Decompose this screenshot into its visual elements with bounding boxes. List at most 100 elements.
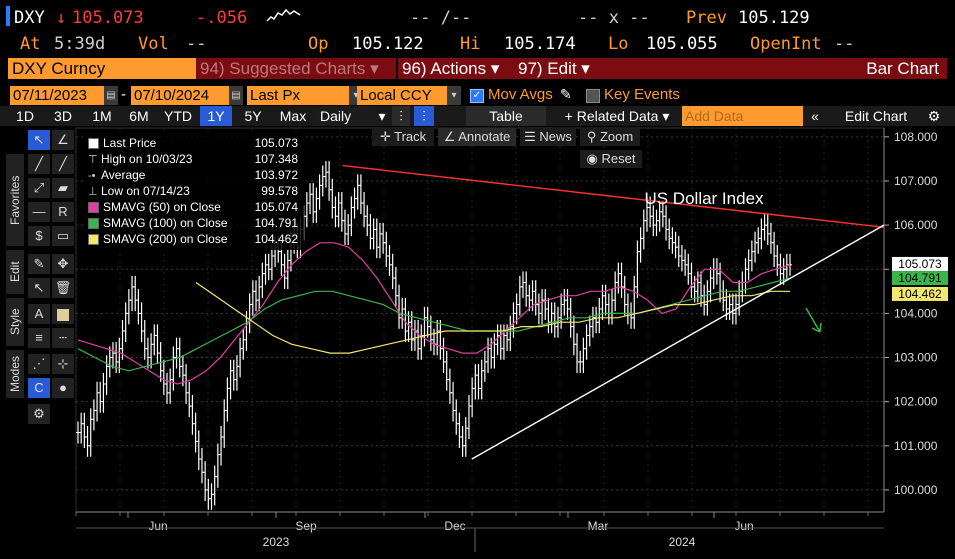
security-field[interactable]: DXY Curncy bbox=[8, 58, 196, 79]
chart-title: US Dollar Index bbox=[644, 189, 764, 208]
delete-tool-icon[interactable]: 🗑 bbox=[52, 278, 74, 298]
legend-marker-icon: -• bbox=[88, 170, 96, 182]
legend-marker-icon bbox=[88, 138, 99, 150]
legend-row[interactable]: -• Average 103.972 bbox=[88, 168, 302, 182]
legend-row[interactable]: SMAVG (200) on Close 104.462 bbox=[88, 232, 302, 246]
favorites-tab[interactable]: Favorites bbox=[6, 154, 24, 246]
period-6m[interactable]: 6M bbox=[129, 108, 149, 124]
pencil-icon[interactable]: ✎ bbox=[560, 86, 572, 102]
end-date-picker-icon[interactable]: ▤ bbox=[229, 86, 243, 105]
dollar-tool-icon[interactable]: $ bbox=[28, 226, 50, 246]
legend-row[interactable]: ⊥ Low on 07/14/23 99.578 bbox=[88, 184, 302, 198]
last-price: 105.073 bbox=[72, 8, 144, 28]
line-width-icon[interactable]: ≡ bbox=[28, 328, 50, 348]
edit-chart-button[interactable]: Edit Chart bbox=[844, 108, 908, 124]
period-1y[interactable]: 1Y bbox=[200, 106, 232, 126]
suggested-charts-button[interactable]: 94) Suggested Charts ▾ bbox=[196, 58, 396, 79]
annotate-button[interactable]: ∠ Annotate bbox=[438, 128, 516, 146]
zoom-icon: ⚲ bbox=[586, 129, 600, 144]
pen-icon[interactable]: ∠ bbox=[52, 130, 74, 150]
bar-style-icon[interactable]: ⫶ bbox=[392, 106, 410, 126]
legend-marker-icon bbox=[88, 202, 99, 214]
zoom-button[interactable]: ⚲ Zoom bbox=[580, 128, 640, 146]
key-events-checkbox[interactable] bbox=[586, 89, 600, 103]
edit-tab[interactable]: Edit bbox=[6, 250, 24, 294]
mov-avgs-checkbox[interactable]: ✓ bbox=[470, 89, 484, 103]
legend-row[interactable]: SMAVG (50) on Close 105.074 bbox=[88, 200, 302, 214]
legend-label: SMAVG (50) on Close bbox=[103, 200, 221, 214]
vol-value: -- bbox=[186, 34, 207, 54]
y-tick-label: 107.000 bbox=[894, 174, 938, 188]
chart-legend: Last Price 105.073 ⊤ High on 10/03/23 107.34… bbox=[84, 134, 304, 250]
select-tool-icon[interactable]: ↖ bbox=[28, 278, 50, 298]
support-trendline bbox=[471, 224, 885, 460]
edit-button[interactable]: 97) Edit ▾ bbox=[514, 58, 600, 79]
crosshair-tool-icon[interactable]: ⊹ bbox=[52, 354, 74, 374]
legend-row[interactable]: SMAVG (100) on Close 104.791 bbox=[88, 216, 302, 230]
ohlc-style-icon[interactable]: ⫶ bbox=[414, 106, 434, 126]
news-icon: ☰ bbox=[524, 129, 540, 144]
news-label: News bbox=[539, 129, 572, 144]
actions-button[interactable]: 96) Actions ▾ bbox=[398, 58, 514, 79]
annotate-label: Annotate bbox=[458, 129, 511, 144]
ray-tool-icon[interactable]: ╱ bbox=[52, 154, 74, 174]
period-3d[interactable]: 3D bbox=[54, 108, 72, 124]
collapse-left-icon[interactable]: « bbox=[811, 108, 819, 124]
tool-settings-icon[interactable]: ⚙ bbox=[28, 404, 50, 424]
trend-tool-icon[interactable]: ⤢ bbox=[28, 178, 50, 198]
start-date-picker-icon[interactable]: ▤ bbox=[104, 86, 118, 105]
legend-label: SMAVG (100) on Close bbox=[103, 216, 228, 230]
hline-tool-icon[interactable]: — bbox=[28, 202, 50, 222]
move-tool-icon[interactable]: ✥ bbox=[52, 254, 74, 274]
modes-tab[interactable]: Modes bbox=[6, 350, 24, 398]
legend-row[interactable]: Last Price 105.073 bbox=[88, 136, 302, 150]
y-tick-label: 101.000 bbox=[894, 439, 938, 453]
settings-gear-icon[interactable]: ⚙ bbox=[927, 108, 941, 124]
track-button[interactable]: ✛ Track bbox=[372, 128, 434, 146]
magnet-mode-icon[interactable]: C bbox=[28, 378, 50, 398]
rectangle-tool-icon[interactable]: ▭ bbox=[52, 226, 74, 246]
table-button[interactable]: Table bbox=[466, 106, 546, 126]
currency-select[interactable]: Local CCY bbox=[357, 86, 448, 105]
frequency-select[interactable]: Daily bbox=[316, 106, 376, 126]
news-button[interactable]: ☰ News bbox=[520, 128, 576, 146]
high-value: 105.174 bbox=[504, 34, 576, 54]
quote-time: 5:39d bbox=[54, 34, 106, 54]
period-ytd[interactable]: YTD bbox=[164, 108, 192, 124]
retracement-tool-icon[interactable]: R bbox=[52, 202, 74, 222]
line-tool-icon[interactable]: ╱ bbox=[28, 154, 50, 174]
period-1m[interactable]: 1M bbox=[92, 108, 112, 124]
date-separator: - bbox=[121, 86, 126, 103]
fill-color-icon[interactable] bbox=[52, 304, 74, 324]
end-date-input[interactable]: 07/10/2024 bbox=[131, 86, 230, 105]
frequency-dropdown-icon[interactable]: ▾ bbox=[378, 108, 386, 124]
period-1d[interactable]: 1D bbox=[16, 108, 34, 124]
quote-header: DXY ↓ 105.073 -.056 -- /-- -- x -- Prev … bbox=[0, 0, 955, 58]
period-5y[interactable]: 5Y bbox=[244, 108, 262, 124]
bid-ask-size: -- x -- bbox=[578, 8, 650, 28]
line-style-icon[interactable]: ┄ bbox=[52, 328, 74, 348]
reset-button[interactable]: ◉ Reset bbox=[580, 150, 642, 168]
font-tool-icon[interactable]: A bbox=[28, 304, 50, 324]
field-select[interactable]: Last Px bbox=[247, 86, 350, 105]
related-data-button[interactable]: + Related Data ▾ bbox=[564, 108, 670, 124]
legend-value: 99.578 bbox=[261, 184, 298, 198]
legend-label: SMAVG (200) on Close bbox=[103, 232, 228, 246]
legend-row[interactable]: ⊤ High on 10/03/23 107.348 bbox=[88, 152, 302, 166]
channel-tool-icon[interactable]: ▰ bbox=[52, 178, 74, 198]
current-value-label: 105.073 bbox=[898, 257, 942, 271]
brush-tool-icon[interactable]: ✎ bbox=[28, 254, 50, 274]
current-value-label: 104.462 bbox=[898, 287, 942, 301]
lasso-tool-icon[interactable]: ⋰ bbox=[28, 354, 50, 374]
currency-dropdown-icon[interactable]: ▾ bbox=[447, 86, 461, 105]
pointer-icon[interactable]: ↖ bbox=[28, 130, 50, 150]
ticker: DXY bbox=[14, 8, 45, 28]
add-data-input[interactable]: Add Data bbox=[682, 106, 803, 126]
palette-icon[interactable]: ● bbox=[52, 378, 74, 398]
start-date-input[interactable]: 07/11/2023 bbox=[10, 86, 105, 105]
x-month-label: Dec bbox=[444, 519, 465, 533]
price-change: -.056 bbox=[196, 8, 248, 28]
style-tab[interactable]: Style bbox=[6, 298, 24, 346]
period-max[interactable]: Max bbox=[279, 108, 307, 124]
